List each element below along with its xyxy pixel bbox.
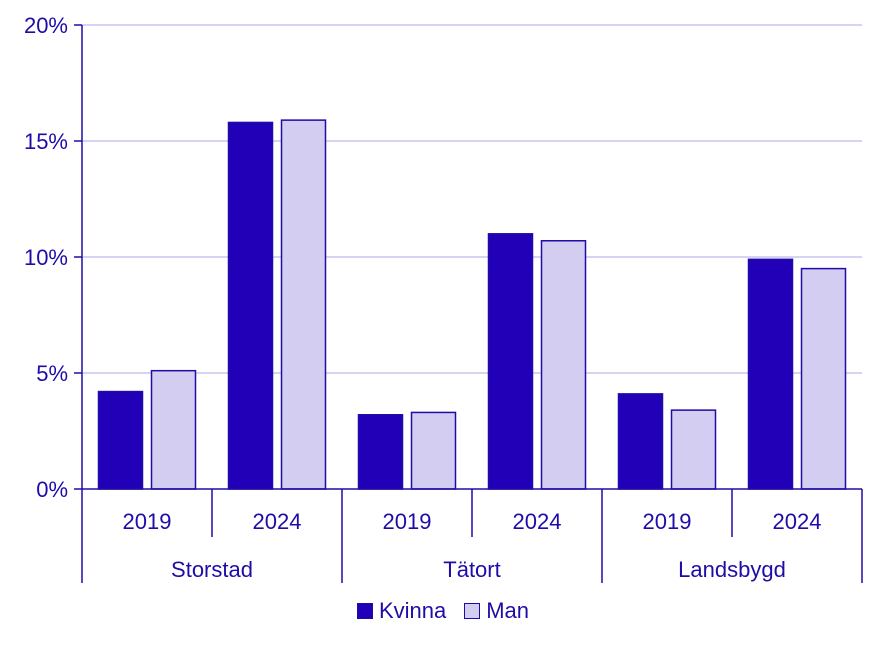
x-tick-label-year: 2024 (773, 509, 822, 534)
x-tick-label-year: 2024 (513, 509, 562, 534)
legend-item-kvinna: Kvinna (356, 598, 447, 624)
bar-kvinna-3 (487, 233, 534, 490)
bar-man-4 (670, 409, 717, 490)
y-tick-label: 0% (36, 477, 68, 502)
bar-man-2 (410, 411, 457, 490)
y-tick-label: 15% (24, 129, 68, 154)
bar-man-3 (540, 240, 587, 490)
bar-man-5 (800, 267, 847, 490)
bar-man-1 (280, 119, 327, 490)
x-tick-label-year: 2019 (123, 509, 172, 534)
bar-kvinna-4 (617, 393, 664, 490)
legend-swatch-kvinna (356, 603, 373, 619)
y-axis: 0% 5% 10% 15% 20% (24, 13, 83, 502)
x-group-label: Tätort (443, 557, 500, 582)
bars (97, 119, 847, 490)
y-tick-label: 10% (24, 245, 68, 270)
x-tick-label-year: 2019 (643, 509, 692, 534)
y-tick-label: 20% (24, 13, 68, 38)
legend-swatch-man (464, 603, 481, 619)
x-group-label: Storstad (171, 557, 253, 582)
gridlines (82, 24, 862, 374)
legend-label-kvinna: Kvinna (378, 598, 447, 623)
x-tick-label-year: 2024 (253, 509, 302, 534)
x-group-label: Landsbygd (678, 557, 786, 582)
bar-kvinna-1 (227, 121, 274, 490)
bar-man-0 (150, 369, 197, 490)
bar-kvinna-0 (97, 390, 144, 490)
bar-kvinna-2 (357, 414, 404, 490)
legend: Kvinna Man (0, 598, 886, 624)
x-tick-label-year: 2019 (383, 509, 432, 534)
legend-label-man: Man (486, 598, 530, 623)
legend-item-man: Man (464, 598, 529, 624)
y-tick-label: 5% (36, 361, 68, 386)
bar-kvinna-5 (747, 258, 794, 490)
